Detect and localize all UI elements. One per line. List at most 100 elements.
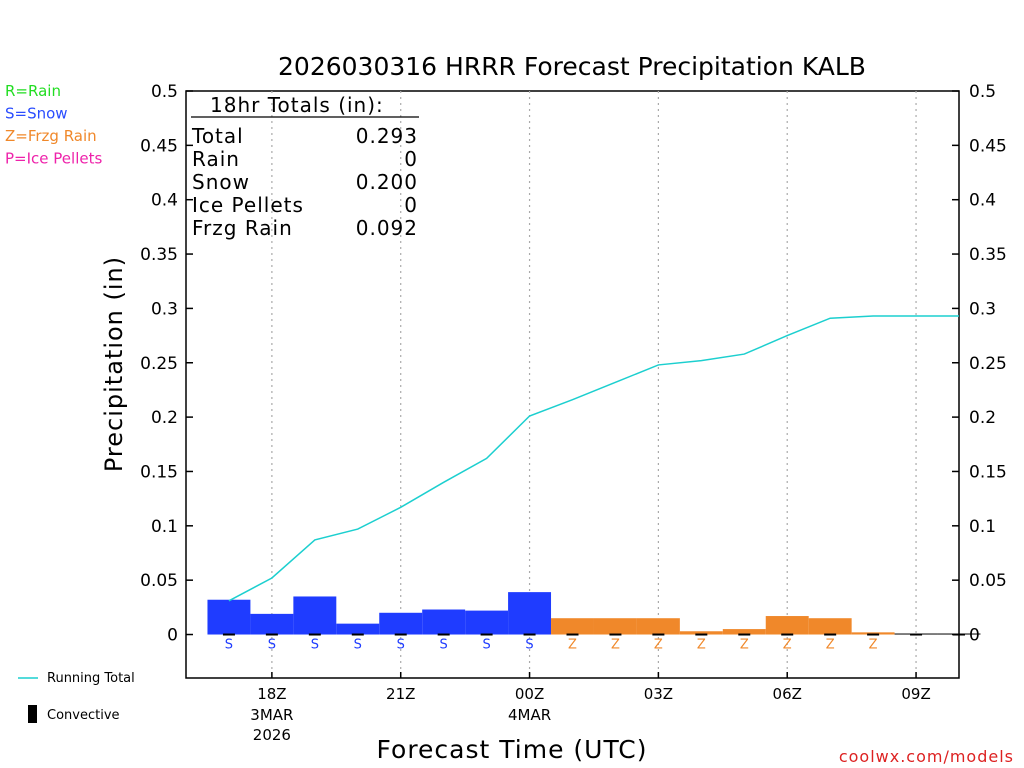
x-axis-label: Forecast Time (UTC) — [377, 735, 648, 764]
totals-row-label: Total — [191, 124, 244, 148]
convective-bar — [351, 633, 364, 636]
y-axis-label: Precipitation (in) — [100, 256, 128, 472]
precip-type-legend: R=Rain S=Snow Z=Frzg Rain P=Ice Pellets — [5, 82, 102, 168]
convective-bars — [222, 633, 965, 636]
convective-bar — [265, 633, 278, 636]
y-tick-label-left: 0.05 — [140, 571, 178, 591]
precip-type-letter: S — [268, 638, 276, 653]
x-tick-label: 06Z — [773, 685, 802, 703]
y-tick-label-right: 0.35 — [969, 245, 1007, 265]
precip-type-letter: Z — [697, 638, 706, 653]
precip-bar — [336, 623, 380, 635]
y-tick-label-left: 0.1 — [151, 517, 178, 537]
x-tick-label: 00Z — [515, 685, 544, 703]
y-tick-label-right: 0.5 — [969, 82, 996, 102]
x-tick-year: 2026 — [253, 726, 291, 744]
totals-row-value: 0.293 — [356, 124, 418, 148]
precip-type-letter: S — [225, 638, 233, 653]
precip-bar — [636, 618, 680, 635]
convective-bar — [566, 633, 579, 636]
y-tick-label-right: 0 — [969, 626, 980, 646]
precip-bar — [765, 616, 809, 635]
y-tick-label-right: 0.3 — [969, 299, 996, 319]
x-axis: 18Z 3MAR 2026 21Z 00Z 4MAR 03Z 06Z 09Z — [250, 672, 931, 744]
precip-bar — [593, 618, 637, 635]
precip-bars — [207, 592, 981, 635]
precip-type-letter: S — [482, 638, 490, 653]
totals-row-value: 0 — [404, 193, 418, 217]
convective-legend-label: Convective — [47, 708, 120, 723]
precip-type-letter: S — [397, 638, 405, 653]
convective-bar — [824, 633, 837, 636]
convective-bar — [910, 633, 923, 636]
totals-row-label: Ice Pellets — [192, 193, 304, 217]
y-tick-label-left: 0.4 — [151, 191, 178, 211]
y-tick-label-left: 0.2 — [151, 408, 178, 428]
convective-bar — [867, 633, 880, 636]
y-tick-label-left: 0 — [167, 626, 178, 646]
x-tick-label: 03Z — [644, 685, 673, 703]
precip-type-letter: S — [525, 638, 533, 653]
y-tick-label-left: 0.15 — [140, 462, 178, 482]
totals-box: 18hr Totals (in): Total 0.293 Rain 0 Snow 0.20… — [191, 93, 419, 240]
y-tick-label-left: 0.3 — [151, 299, 178, 319]
convective-bar — [953, 633, 965, 636]
convective-bar — [308, 633, 321, 636]
y-tick-label-right: 0.1 — [969, 517, 996, 537]
precip-bar — [207, 599, 251, 635]
totals-row-value: 0.200 — [356, 170, 418, 194]
convective-bar — [609, 633, 622, 636]
precip-bar — [722, 629, 766, 635]
y-tick-label-right: 0.4 — [969, 191, 996, 211]
precip-type-letter: Z — [611, 638, 620, 653]
y-axis-left: 0 0.05 0.1 0.15 0.2 0.25 0.3 0.35 0.4 0.45 0.5 — [140, 82, 193, 646]
y-tick-label-left: 0.5 — [151, 82, 178, 102]
y-tick-label-left: 0.35 — [140, 245, 178, 265]
convective-bar — [394, 633, 407, 636]
precip-type-letter: Z — [654, 638, 663, 653]
credit-text: coolwx.com/models — [839, 747, 1014, 766]
convective-bar — [738, 633, 751, 636]
x-tick-date: 4MAR — [508, 706, 551, 724]
precip-type-letter: Z — [826, 638, 835, 653]
totals-row-label: Rain — [192, 147, 240, 171]
totals-row-value: 0 — [404, 147, 418, 171]
precip-bar — [293, 596, 337, 635]
precip-bar — [551, 618, 594, 635]
type-legend-entry: R=Rain — [5, 82, 61, 100]
precip-bar — [422, 609, 466, 635]
convective-legend-swatch — [28, 705, 37, 723]
convective-bar — [222, 633, 235, 636]
precip-type-letter: Z — [783, 638, 792, 653]
x-tick-label: 09Z — [901, 685, 930, 703]
precip-bar — [851, 632, 895, 635]
x-tick-label: 21Z — [386, 685, 415, 703]
vertical-gridlines — [271, 91, 917, 678]
y-tick-label-right: 0.25 — [969, 354, 1007, 374]
precip-bar — [808, 618, 852, 635]
precip-bar — [465, 610, 509, 635]
type-legend-entry: P=Ice Pellets — [5, 150, 102, 168]
totals-heading: 18hr Totals (in): — [210, 93, 384, 117]
chart-title: 2026030316 HRRR Forecast Precipitation K… — [278, 52, 866, 81]
y-tick-label-right: 0.05 — [969, 571, 1007, 591]
precip-type-letter: S — [354, 638, 362, 653]
totals-row-value: 0.092 — [356, 216, 418, 240]
precip-bar — [679, 631, 723, 635]
convective-bar — [695, 633, 708, 636]
convective-bar — [652, 633, 665, 636]
y-tick-label-right: 0.15 — [969, 462, 1007, 482]
type-legend-entry: S=Snow — [5, 105, 68, 123]
y-tick-label-left: 0.25 — [140, 354, 178, 374]
y-axis-right: 0 0.05 0.1 0.15 0.2 0.25 0.3 0.35 0.4 0.45 0.5 — [952, 82, 1007, 646]
precip-type-letter: S — [440, 638, 448, 653]
running-total-line — [228, 315, 959, 602]
totals-row-label: Frzg Rain — [192, 216, 293, 240]
x-tick-date: 3MAR — [250, 706, 293, 724]
precip-type-letter: Z — [869, 638, 878, 653]
series-legend: Running Total Convective — [18, 671, 135, 723]
precip-type-letter: S — [311, 638, 319, 653]
type-legend-entry: Z=Frzg Rain — [5, 127, 97, 145]
